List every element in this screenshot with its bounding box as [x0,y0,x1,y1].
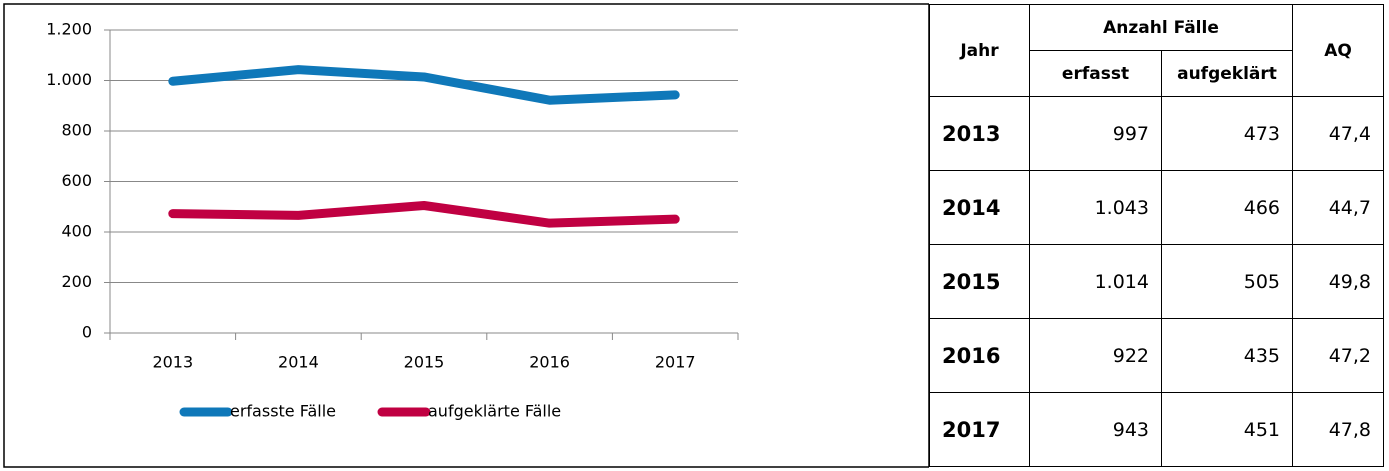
chart-border [3,3,929,468]
value-cell: 1.043 [1029,170,1162,245]
y-tick-label: 1.000 [46,70,92,89]
year-cell: 2016 [929,318,1030,393]
x-tick-label: 2015 [404,353,445,372]
value-cell: 997 [1029,96,1162,171]
data-table: Jahr Anzahl Fälle AQ erfasst aufgeklärt … [929,4,1384,467]
value-cell: 505 [1161,244,1293,319]
header-group: Anzahl Fälle [1029,4,1293,51]
y-tick-label: 0 [82,323,92,342]
table-row: 2015 1.014 505 49,8 [929,244,1384,319]
x-tick-label: 2016 [529,353,570,372]
year-cell: 2013 [929,96,1030,171]
year-cell: 2014 [929,170,1030,245]
header-sub: aufgeklärt [1161,50,1293,97]
value-cell: 922 [1029,318,1162,393]
value-cell: 47,8 [1292,392,1384,467]
y-tick-label: 1.200 [46,20,92,39]
y-tick-label: 400 [61,222,92,241]
legend-label: erfasste Fälle [230,402,336,421]
y-tick-label: 800 [61,121,92,140]
table-row: 2016 922 435 47,2 [929,318,1384,393]
value-cell: 473 [1161,96,1293,171]
header-rate: AQ [1292,4,1384,97]
value-cell: 49,8 [1292,244,1384,319]
y-tick-label: 200 [61,272,92,291]
table-row: 2014 1.043 466 44,7 [929,170,1384,245]
value-cell: 44,7 [1292,170,1384,245]
value-cell: 435 [1161,318,1293,393]
year-cell: 2015 [929,244,1030,319]
legend-label: aufgeklärte Fälle [428,402,561,421]
y-tick-label: 600 [61,171,92,190]
value-cell: 466 [1161,170,1293,245]
table-row: 2013 997 473 47,4 [929,96,1384,171]
header-year: Jahr [929,4,1030,97]
header-sub: erfasst [1029,50,1162,97]
x-tick-label: 2013 [152,353,193,372]
value-cell: 1.014 [1029,244,1162,319]
table-row: 2017 943 451 47,8 [929,392,1384,467]
value-cell: 47,4 [1292,96,1384,171]
x-tick-label: 2014 [278,353,319,372]
value-cell: 451 [1161,392,1293,467]
series-line [168,65,680,105]
x-tick-label: 2017 [655,353,696,372]
chart: 0 200 400 600 800 1.000 1.200 2013 2014 2015 2016 2… [3,3,929,468]
year-cell: 2017 [929,392,1030,467]
value-cell: 943 [1029,392,1162,467]
value-cell: 47,2 [1292,318,1384,393]
series-line [168,200,680,228]
